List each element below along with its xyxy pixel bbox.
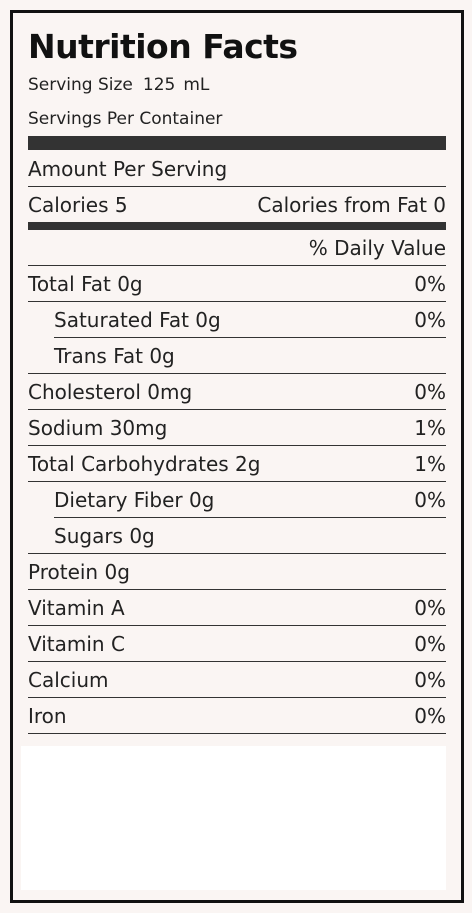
nutrient-row-trans-fat: Trans Fat 0g	[28, 338, 446, 374]
nutrient-dv: 1%	[414, 415, 446, 440]
nutrient-dv: 0%	[414, 667, 446, 692]
nutrient-label: Trans Fat 0g	[54, 343, 175, 368]
nutrient-label: Sodium 30mg	[28, 415, 168, 440]
nutrient-label: Vitamin A	[28, 595, 125, 620]
thick-divider	[28, 136, 446, 150]
servings-per-container: Servings Per Container	[28, 109, 222, 129]
nutrition-label: Nutrition Facts Serving Size 125 mL Servin…	[10, 10, 464, 903]
serving-size-label: Serving Size	[28, 75, 133, 95]
medium-divider	[28, 222, 446, 230]
nutrient-row-dietary-fiber: Dietary Fiber 0g 0%	[54, 482, 446, 518]
calories-row: Calories 5 Calories from Fat 0	[28, 187, 446, 223]
nutrient-label: Iron	[28, 703, 67, 728]
nutrient-dv: 0%	[414, 595, 446, 620]
calories: Calories 5	[28, 193, 128, 217]
serving-size-unit: mL	[183, 75, 210, 95]
nutrient-label: Cholesterol 0mg	[28, 379, 193, 404]
nutrient-dv: 0%	[414, 703, 446, 728]
amount-per-serving: Amount Per Serving	[28, 156, 228, 181]
nutrient-row-iron: Iron 0%	[28, 698, 446, 734]
blank-footer-box	[21, 746, 446, 890]
nutrient-dv: 0%	[414, 631, 446, 656]
calories-from-fat: Calories from Fat 0	[257, 193, 446, 217]
nutrient-dv: 1%	[414, 451, 446, 476]
nutrient-row-total-carbohydrates: Total Carbohydrates 2g 1%	[28, 446, 446, 482]
daily-value-header: % Daily Value	[308, 235, 446, 260]
nutrient-label: Vitamin C	[28, 631, 125, 656]
nutrient-label: Total Fat 0g	[28, 271, 143, 296]
nutrient-row-calcium: Calcium 0%	[28, 662, 446, 698]
nutrient-label: Sugars 0g	[54, 523, 155, 548]
nutrient-label: Dietary Fiber 0g	[54, 487, 215, 512]
serving-size: Serving Size 125 mL	[28, 75, 209, 95]
nutrient-label: Saturated Fat 0g	[54, 307, 221, 332]
serving-size-value: 125	[142, 75, 176, 95]
nutrient-row-vitamin-c: Vitamin C 0%	[28, 626, 446, 662]
nutrient-label: Protein 0g	[28, 559, 130, 584]
nutrient-row-cholesterol: Cholesterol 0mg 0%	[28, 374, 446, 410]
nutrient-label: Total Carbohydrates 2g	[28, 451, 261, 476]
nutrient-label: Calcium	[28, 667, 109, 692]
servings-per-container-label: Servings Per Container	[28, 109, 223, 129]
nutrient-row-protein: Protein 0g	[28, 554, 446, 590]
daily-value-header-row: % Daily Value	[28, 230, 446, 266]
nutrient-row-total-fat: Total Fat 0g 0%	[28, 266, 446, 302]
nutrient-dv: 0%	[414, 271, 446, 296]
nutrient-row-saturated-fat: Saturated Fat 0g 0%	[54, 302, 446, 338]
amount-per-serving-row: Amount Per Serving	[28, 151, 446, 187]
nutrient-row-sugars: Sugars 0g	[28, 518, 446, 554]
nutrient-dv: 0%	[414, 307, 446, 332]
nutrition-title: Nutrition Facts	[28, 27, 298, 66]
nutrient-row-vitamin-a: Vitamin A 0%	[28, 590, 446, 626]
nutrient-dv: 0%	[414, 487, 446, 512]
nutrient-row-sodium: Sodium 30mg 1%	[28, 410, 446, 446]
nutrient-dv: 0%	[414, 379, 446, 404]
